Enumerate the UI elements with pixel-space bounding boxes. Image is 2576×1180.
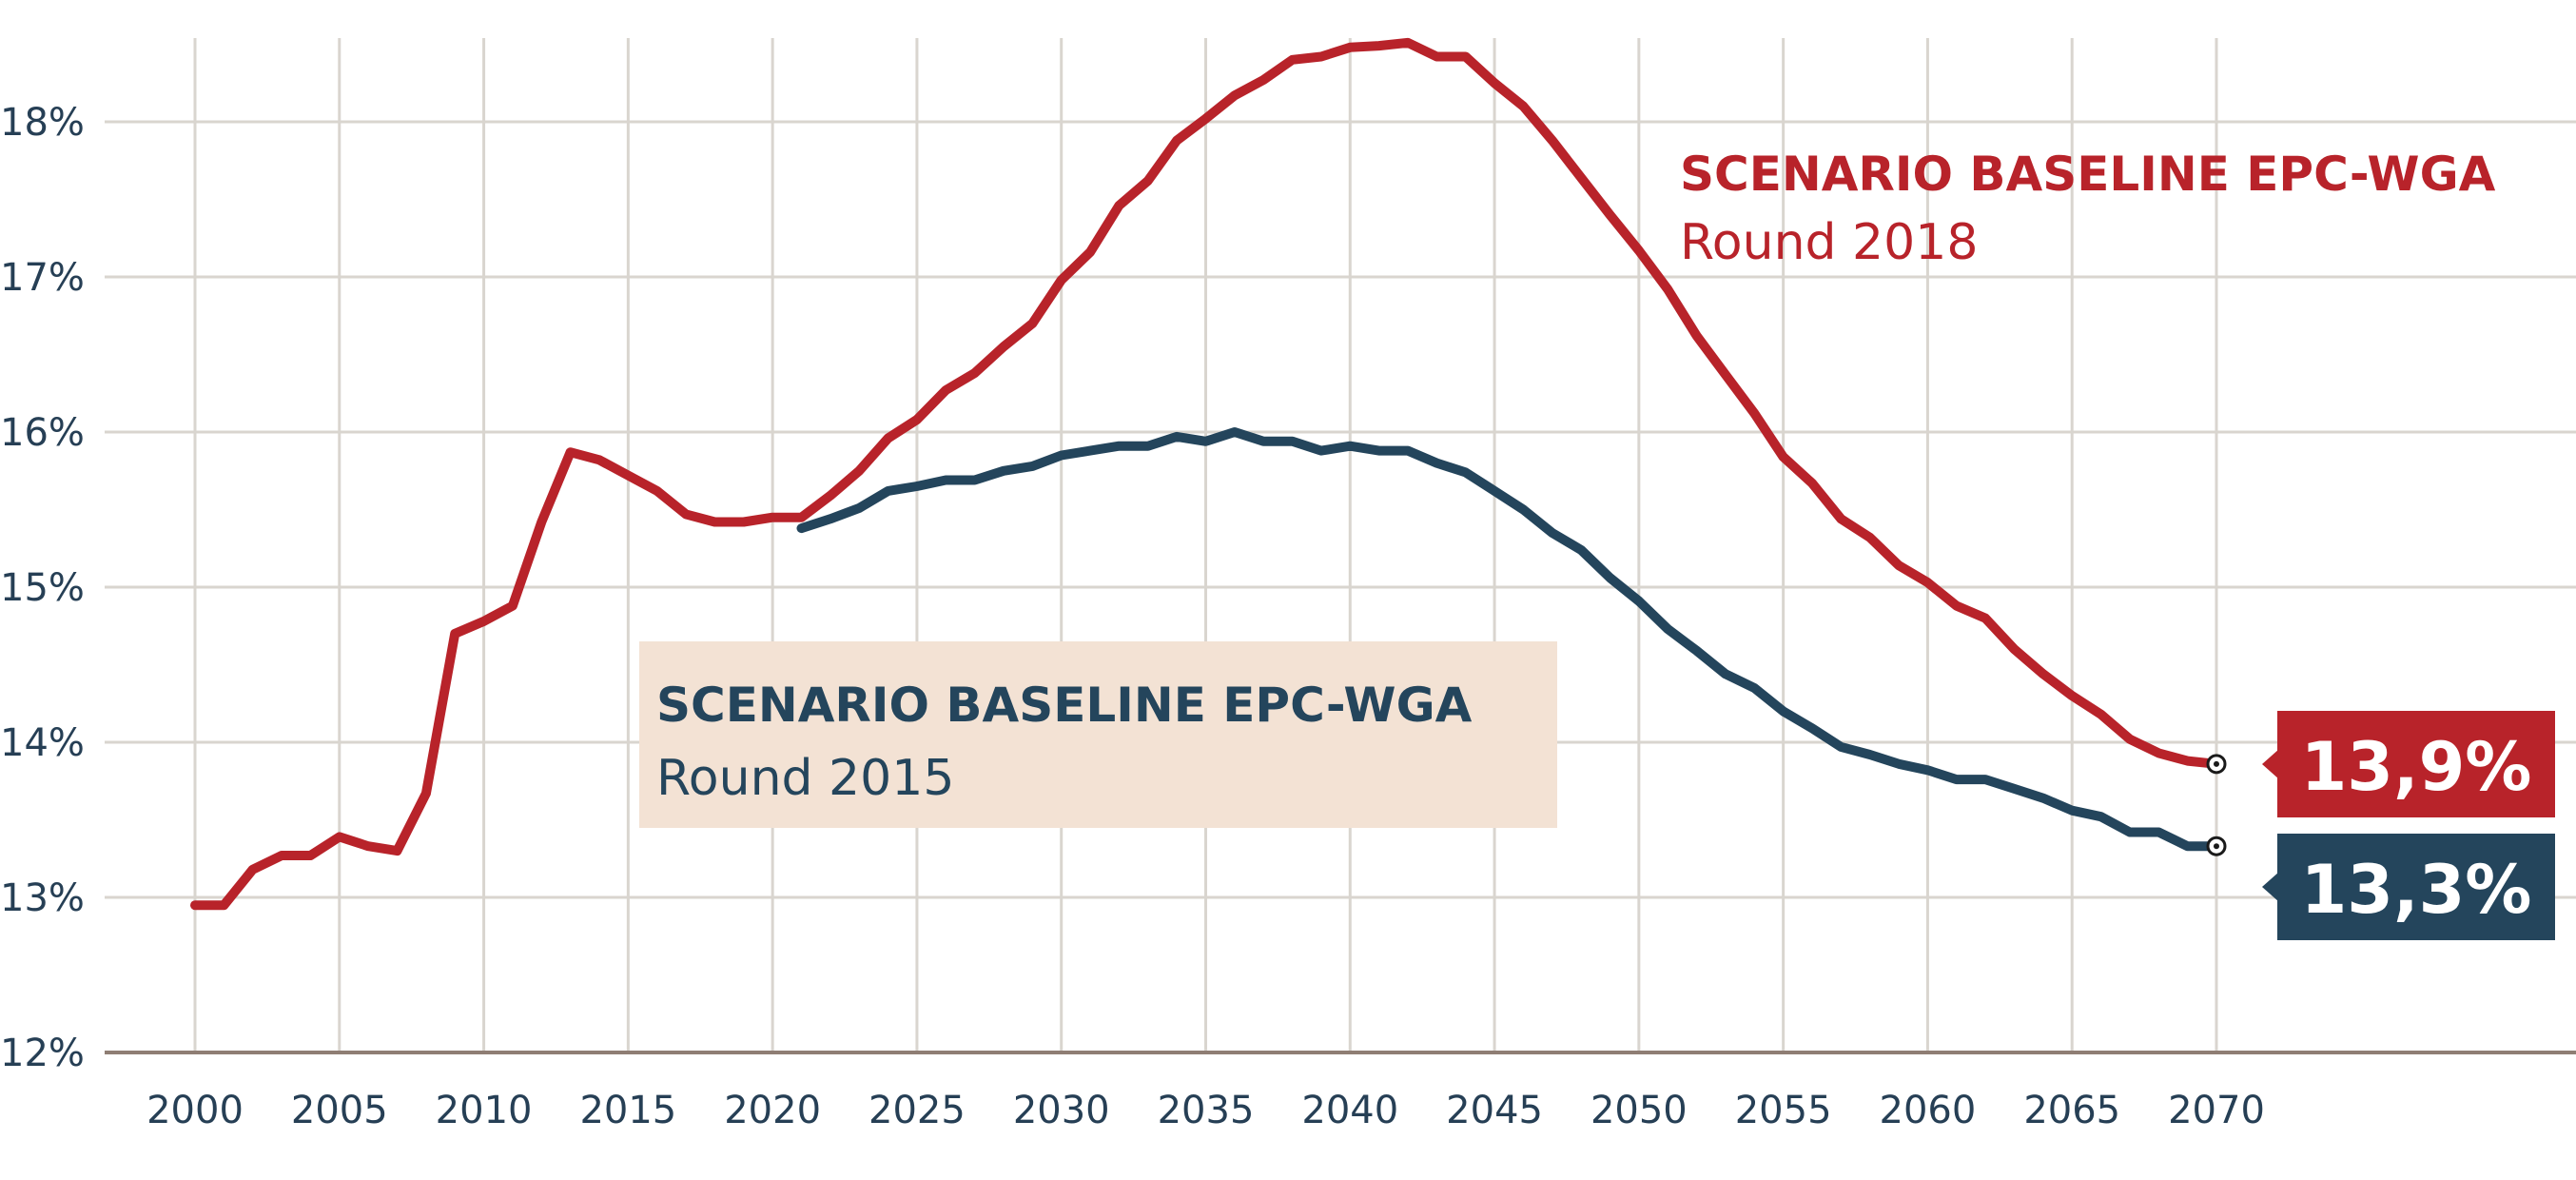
label-title-round-2018: SCENARIO BASELINE EPC-WGA — [1680, 147, 2496, 202]
grid — [105, 38, 2576, 1054]
y-tick-label: 14% — [0, 721, 85, 765]
series-line-round-2015 — [796, 427, 2221, 852]
x-tick-label: 2055 — [1735, 1089, 1832, 1132]
end-marker-round-2018-dot — [2214, 760, 2219, 767]
y-tick-label: 15% — [0, 566, 85, 610]
end-badge-round-2015: 13,3% — [2262, 834, 2555, 940]
end-badge-round-2018: 13,9% — [2262, 711, 2555, 817]
x-tick-label: 2050 — [1590, 1089, 1688, 1132]
x-tick-label: 2040 — [1301, 1089, 1398, 1132]
x-tick-label: 2065 — [2023, 1089, 2120, 1132]
y-tick-label: 17% — [0, 256, 85, 300]
x-axis-ticks: 2000 2005 2010 2015 2020 2025 2030 2035 2040 2045… — [146, 1089, 2265, 1132]
x-tick-label: 2020 — [724, 1089, 821, 1132]
x-tick-label: 2035 — [1158, 1089, 1255, 1132]
series-line-round-2018 — [190, 37, 2221, 911]
y-tick-label: 13% — [0, 876, 85, 920]
end-badge-round-2015-pointer — [2262, 872, 2279, 902]
end-badge-round-2018-box — [2277, 711, 2555, 817]
end-value-label-round-2015: 13,3% — [2301, 851, 2532, 929]
y-tick-label: 12% — [0, 1032, 85, 1075]
end-markers — [2206, 754, 2227, 856]
x-tick-label: 2025 — [868, 1089, 966, 1132]
end-badge-round-2018-pointer — [2262, 749, 2279, 779]
end-badge-round-2015-box — [2277, 834, 2555, 940]
y-tick-label: 18% — [0, 101, 85, 145]
x-tick-label: 2030 — [1013, 1089, 1110, 1132]
x-tick-label: 2000 — [146, 1089, 244, 1132]
x-tick-label: 2070 — [2168, 1089, 2265, 1132]
y-tick-label: 16% — [0, 411, 85, 455]
series-lines — [190, 37, 2221, 911]
end-marker-round-2015-dot — [2214, 843, 2219, 850]
end-value-label-round-2018: 13,9% — [2301, 728, 2532, 806]
label-sub-round-2018: Round 2018 — [1680, 214, 1978, 271]
x-tick-label: 2005 — [291, 1089, 388, 1132]
x-tick-label: 2015 — [579, 1089, 676, 1132]
label-sub-round-2015: Round 2015 — [656, 750, 954, 807]
x-tick-label: 2060 — [1880, 1089, 1977, 1132]
label-box-round-2015 — [639, 641, 1557, 828]
x-tick-label: 2010 — [436, 1089, 533, 1132]
x-tick-label: 2045 — [1446, 1089, 1543, 1132]
label-title-round-2015: SCENARIO BASELINE EPC-WGA — [656, 678, 1473, 733]
y-axis-ticks: 12% 13% 14% 15% 16% 17% 18% — [0, 101, 85, 1075]
